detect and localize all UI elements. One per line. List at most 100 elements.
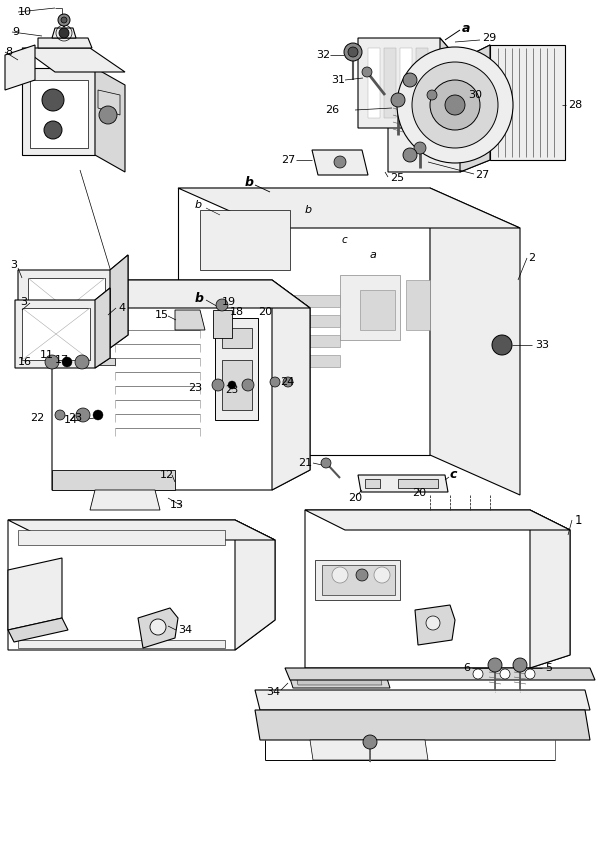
Polygon shape bbox=[235, 520, 275, 650]
Text: 34: 34 bbox=[266, 687, 280, 697]
Text: 28: 28 bbox=[568, 100, 582, 110]
Polygon shape bbox=[270, 335, 340, 347]
Polygon shape bbox=[490, 45, 565, 160]
Circle shape bbox=[332, 567, 348, 583]
Polygon shape bbox=[530, 510, 570, 668]
Circle shape bbox=[150, 619, 166, 635]
Polygon shape bbox=[322, 565, 395, 595]
Circle shape bbox=[363, 735, 377, 749]
Text: 32: 32 bbox=[316, 50, 330, 60]
Circle shape bbox=[76, 408, 90, 422]
Polygon shape bbox=[8, 618, 68, 642]
Polygon shape bbox=[285, 668, 595, 680]
Text: 27: 27 bbox=[475, 170, 489, 180]
Circle shape bbox=[525, 669, 535, 679]
Circle shape bbox=[242, 379, 254, 391]
Polygon shape bbox=[110, 255, 128, 348]
Text: 23: 23 bbox=[68, 413, 82, 423]
Polygon shape bbox=[222, 360, 252, 410]
Polygon shape bbox=[8, 520, 275, 650]
Polygon shape bbox=[18, 640, 225, 648]
Polygon shape bbox=[18, 255, 128, 348]
Circle shape bbox=[55, 410, 65, 420]
Text: 4: 4 bbox=[118, 303, 125, 313]
Text: 14: 14 bbox=[64, 415, 78, 425]
Polygon shape bbox=[28, 278, 105, 340]
Text: b: b bbox=[245, 175, 254, 188]
Polygon shape bbox=[52, 470, 175, 490]
Circle shape bbox=[445, 95, 465, 115]
Polygon shape bbox=[400, 48, 412, 118]
Text: 16: 16 bbox=[18, 357, 32, 367]
Polygon shape bbox=[95, 288, 110, 368]
Text: 27: 27 bbox=[280, 155, 295, 165]
Circle shape bbox=[228, 381, 236, 389]
Polygon shape bbox=[340, 275, 400, 340]
Circle shape bbox=[427, 90, 437, 100]
Circle shape bbox=[321, 458, 331, 468]
Circle shape bbox=[75, 355, 89, 369]
Polygon shape bbox=[270, 295, 340, 307]
Circle shape bbox=[62, 357, 72, 367]
Polygon shape bbox=[138, 608, 178, 648]
Text: 24: 24 bbox=[280, 377, 294, 387]
Circle shape bbox=[270, 377, 280, 387]
Polygon shape bbox=[255, 710, 590, 740]
Polygon shape bbox=[200, 210, 290, 270]
Circle shape bbox=[414, 142, 426, 154]
Text: 2: 2 bbox=[528, 253, 535, 263]
Polygon shape bbox=[175, 310, 205, 330]
Circle shape bbox=[59, 28, 69, 38]
Text: 17: 17 bbox=[55, 355, 69, 365]
Text: 25: 25 bbox=[390, 173, 404, 183]
Text: b: b bbox=[195, 200, 202, 210]
Text: 20: 20 bbox=[258, 307, 272, 317]
Circle shape bbox=[334, 156, 346, 168]
Polygon shape bbox=[178, 188, 430, 455]
Circle shape bbox=[473, 669, 483, 679]
Text: 21: 21 bbox=[298, 458, 312, 468]
Text: 8: 8 bbox=[5, 47, 12, 57]
Polygon shape bbox=[305, 510, 570, 668]
Circle shape bbox=[45, 355, 59, 369]
Text: 10: 10 bbox=[18, 7, 32, 17]
Polygon shape bbox=[52, 28, 76, 38]
Circle shape bbox=[61, 17, 67, 23]
Polygon shape bbox=[22, 308, 90, 360]
Polygon shape bbox=[222, 328, 252, 348]
Circle shape bbox=[430, 80, 480, 130]
Circle shape bbox=[513, 658, 527, 672]
Text: 5: 5 bbox=[545, 663, 552, 673]
Text: 34: 34 bbox=[178, 625, 192, 635]
Circle shape bbox=[283, 377, 293, 387]
Polygon shape bbox=[270, 315, 340, 327]
Polygon shape bbox=[430, 188, 520, 495]
Polygon shape bbox=[270, 355, 340, 367]
Text: 23: 23 bbox=[225, 385, 238, 395]
Polygon shape bbox=[8, 558, 62, 630]
Text: 23: 23 bbox=[188, 383, 202, 393]
Circle shape bbox=[391, 93, 405, 107]
Polygon shape bbox=[52, 280, 310, 490]
Polygon shape bbox=[52, 358, 115, 365]
Circle shape bbox=[212, 379, 224, 391]
Text: b: b bbox=[305, 205, 312, 215]
Polygon shape bbox=[368, 48, 380, 118]
Text: 18: 18 bbox=[230, 307, 244, 317]
Polygon shape bbox=[406, 280, 430, 330]
Circle shape bbox=[374, 567, 390, 583]
Text: a: a bbox=[370, 250, 377, 260]
Polygon shape bbox=[272, 280, 310, 490]
Circle shape bbox=[93, 410, 103, 420]
Text: 11: 11 bbox=[40, 350, 54, 360]
Polygon shape bbox=[90, 490, 160, 510]
Text: 26: 26 bbox=[325, 105, 339, 115]
Text: c: c bbox=[450, 468, 457, 482]
Circle shape bbox=[403, 148, 417, 162]
Polygon shape bbox=[358, 475, 448, 492]
Circle shape bbox=[58, 14, 70, 26]
Circle shape bbox=[426, 616, 440, 630]
Polygon shape bbox=[18, 530, 225, 545]
Circle shape bbox=[488, 658, 502, 672]
Text: 1: 1 bbox=[575, 514, 582, 527]
